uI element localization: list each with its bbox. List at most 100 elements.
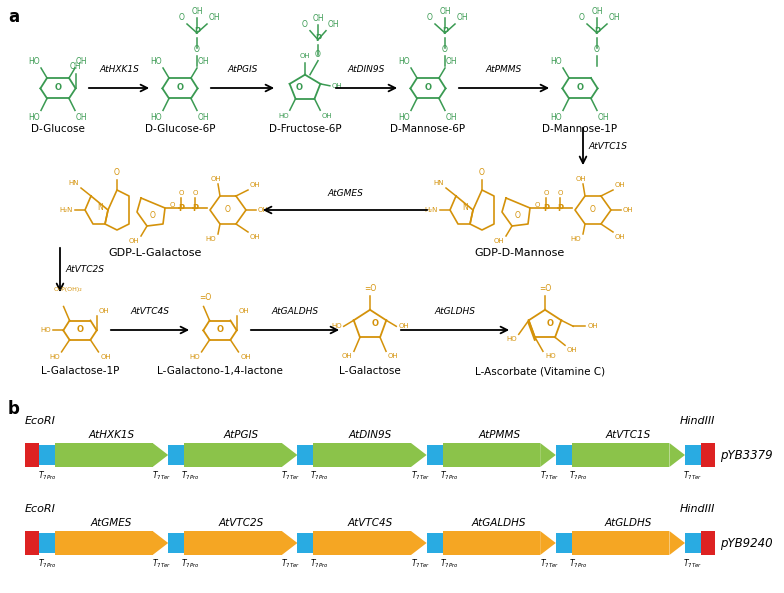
Text: O: O (427, 13, 433, 22)
Bar (314, 443, 411, 467)
Polygon shape (670, 443, 685, 467)
Text: OH: OH (609, 13, 621, 22)
Bar (39, 445, 55, 465)
Text: HO: HO (506, 336, 517, 342)
Text: $T_{7Ter}$: $T_{7Ter}$ (539, 470, 559, 483)
Text: HN: HN (68, 180, 79, 186)
Text: O: O (150, 211, 156, 219)
Text: OH: OH (615, 234, 626, 240)
Text: $T_{7Ter}$: $T_{7Ter}$ (684, 558, 702, 570)
Text: AtPMMS: AtPMMS (478, 430, 521, 440)
Text: OH: OH (575, 176, 586, 182)
Text: O: O (543, 190, 549, 196)
Text: OH: OH (100, 354, 111, 360)
Bar (169, 533, 184, 553)
Text: AtPGIS: AtPGIS (227, 65, 258, 74)
Text: OH: OH (398, 323, 409, 329)
Text: HO: HO (28, 57, 40, 66)
Text: D-Glucose: D-Glucose (31, 124, 85, 134)
Text: OH: OH (211, 176, 221, 182)
Bar (55, 531, 153, 555)
Text: P: P (194, 27, 200, 36)
Text: O: O (557, 190, 563, 196)
Text: HO: HO (550, 57, 562, 66)
Bar (556, 445, 572, 465)
Text: O: O (302, 20, 308, 28)
Text: HindIII: HindIII (680, 416, 715, 426)
Text: O: O (169, 202, 175, 208)
Polygon shape (540, 531, 556, 555)
Text: HO: HO (151, 57, 162, 66)
Text: OH: OH (238, 308, 249, 314)
Text: O: O (216, 326, 223, 334)
Bar (297, 445, 314, 465)
Text: L-Galactono-1,4-lactone: L-Galactono-1,4-lactone (157, 366, 283, 376)
Text: O–P(OH)₂: O–P(OH)₂ (53, 288, 82, 292)
Text: EcoRI: EcoRI (25, 416, 56, 426)
Bar (443, 443, 540, 467)
Text: D-Glucose-6P: D-Glucose-6P (145, 124, 216, 134)
Text: AtGALDHS: AtGALDHS (271, 307, 318, 316)
Text: O: O (194, 45, 200, 54)
Text: $T_{7Pro}$: $T_{7Pro}$ (310, 470, 329, 483)
Text: AtGMES: AtGMES (327, 189, 363, 198)
Bar (426, 533, 443, 553)
Text: O: O (515, 211, 521, 219)
Text: O: O (594, 45, 600, 54)
Bar (701, 531, 715, 555)
Text: OH: OH (198, 113, 209, 122)
Text: OH: OH (493, 238, 504, 244)
Text: OH: OH (446, 113, 458, 122)
Bar (25, 531, 39, 555)
Text: O: O (225, 206, 231, 215)
Text: $T_{7Ter}$: $T_{7Ter}$ (152, 470, 171, 483)
Text: OH: OH (209, 13, 220, 22)
Text: OH: OH (258, 207, 269, 213)
Bar (572, 443, 670, 467)
Text: N: N (462, 203, 468, 212)
Text: HO: HO (28, 113, 40, 122)
Text: HO: HO (49, 354, 60, 360)
Text: P: P (178, 204, 184, 213)
Text: P: P (557, 204, 563, 213)
Text: O: O (576, 83, 583, 92)
Text: OH: OH (99, 308, 109, 314)
Text: $T_{7Ter}$: $T_{7Ter}$ (281, 558, 300, 570)
Text: pYB3379: pYB3379 (720, 448, 772, 461)
Polygon shape (540, 443, 556, 467)
Text: N: N (97, 203, 103, 212)
Text: OH: OH (328, 20, 339, 28)
Text: OH: OH (70, 62, 82, 71)
Text: $T_{7Pro}$: $T_{7Pro}$ (181, 558, 200, 570)
Text: OH: OH (457, 13, 469, 22)
Bar (556, 533, 572, 553)
Text: $T_{7Pro}$: $T_{7Pro}$ (569, 558, 587, 570)
Text: $T_{7Pro}$: $T_{7Pro}$ (310, 558, 329, 570)
Bar (572, 531, 670, 555)
Text: $T_{7Ter}$: $T_{7Ter}$ (152, 558, 171, 570)
Text: AtGLDHS: AtGLDHS (434, 307, 476, 316)
Text: AtGMES: AtGMES (91, 518, 132, 528)
Text: OH: OH (321, 113, 332, 119)
Text: OH: OH (198, 57, 209, 66)
Text: D-Mannose-6P: D-Mannose-6P (390, 124, 466, 134)
Bar (443, 531, 540, 555)
Text: L-Galactose-1P: L-Galactose-1P (41, 366, 119, 376)
Text: =O: =O (539, 284, 551, 293)
Text: AtHXK1S: AtHXK1S (99, 65, 139, 74)
Text: HO: HO (398, 113, 410, 122)
Text: $T_{7Pro}$: $T_{7Pro}$ (38, 558, 56, 570)
Text: OH: OH (76, 57, 88, 66)
Text: OH: OH (241, 354, 251, 360)
Text: D-Fructose-6P: D-Fructose-6P (269, 124, 341, 134)
Text: O: O (535, 202, 539, 208)
Text: pYB9240: pYB9240 (720, 537, 772, 550)
Text: a: a (8, 8, 19, 26)
Bar (314, 531, 411, 555)
Text: O: O (372, 318, 379, 327)
Text: HO: HO (398, 57, 410, 66)
Text: $T_{7Pro}$: $T_{7Pro}$ (440, 558, 458, 570)
Text: OH: OH (567, 347, 578, 353)
Text: HO: HO (205, 236, 216, 242)
Text: $T_{7Ter}$: $T_{7Ter}$ (411, 470, 430, 483)
